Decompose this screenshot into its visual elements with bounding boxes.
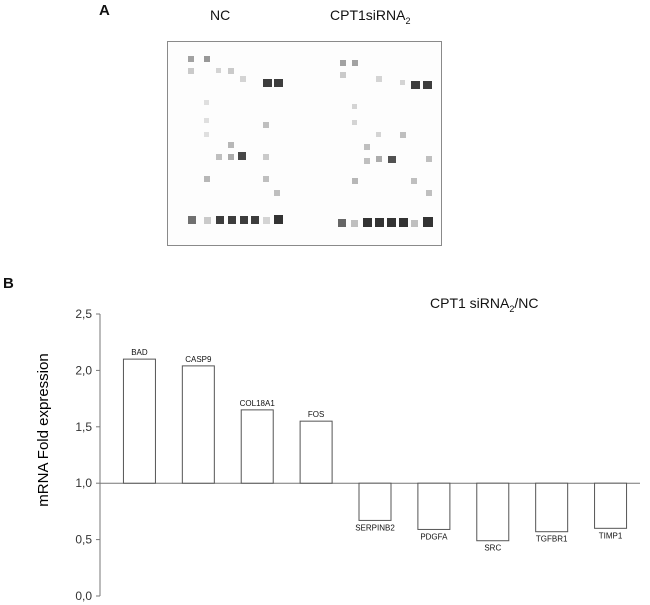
bar-tgfbr1 xyxy=(535,482,569,533)
bar-label-casp9: CASP9 xyxy=(185,355,212,364)
bar-pdgfa xyxy=(417,482,451,530)
protein-array-blot xyxy=(167,41,442,246)
y-tick-label: 2,0 xyxy=(75,363,92,377)
bar-label-serpinb2: SERPINB2 xyxy=(355,523,395,532)
chart-title-main: CPT1 siRNA xyxy=(430,295,510,311)
cpt1-sirna-label-sub: 2 xyxy=(405,15,411,26)
bar-serpinb2 xyxy=(358,482,392,521)
nc-column-label: NC xyxy=(210,7,231,23)
y-tick-label: 1,5 xyxy=(75,420,92,434)
bar-col18a1 xyxy=(240,409,274,484)
bar-label-col18a1: COL18A1 xyxy=(240,399,276,408)
bar-src xyxy=(476,482,510,542)
blot-spots xyxy=(188,56,433,227)
y-axis-ticks: 0,0 0,5 1,0 1,5 2,0 2,5 xyxy=(75,307,100,603)
bar-label-fos: FOS xyxy=(308,410,324,419)
bar-series: BAD CASP9 COL18A1 FOS SERPINB2 PDGFA SRC TGFBR1… xyxy=(122,348,628,553)
chart-title-tail: /NC xyxy=(514,295,538,311)
bar-bad xyxy=(122,358,156,484)
bar-timp1 xyxy=(594,482,628,529)
chart-title: CPT1 siRNA2/NC xyxy=(430,295,539,314)
cpt1-sirna-column-label: CPT1siRNA2 xyxy=(330,7,410,26)
cpt1-sirna-label-main: CPT1siRNA xyxy=(330,7,406,23)
y-tick-label: 1,0 xyxy=(75,476,92,490)
bar-label-tgfbr1: TGFBR1 xyxy=(536,535,568,544)
bar-label-src: SRC xyxy=(484,544,501,553)
y-tick-label: 0,0 xyxy=(75,589,92,603)
bar-label-timp1: TIMP1 xyxy=(599,531,623,540)
y-tick-label: 0,5 xyxy=(75,533,92,547)
bar-label-bad: BAD xyxy=(131,348,148,357)
bar-label-pdgfa: PDGFA xyxy=(420,532,448,541)
panel-b-letter: B xyxy=(3,275,14,292)
bar-casp9 xyxy=(181,365,215,484)
chart-title-sub: 2 xyxy=(509,304,514,314)
panel-a-letter: A xyxy=(99,2,110,19)
y-tick-label: 2,5 xyxy=(75,307,92,321)
y-axis-label: mRNA Fold expression xyxy=(35,353,52,506)
bar-fos xyxy=(299,420,333,484)
